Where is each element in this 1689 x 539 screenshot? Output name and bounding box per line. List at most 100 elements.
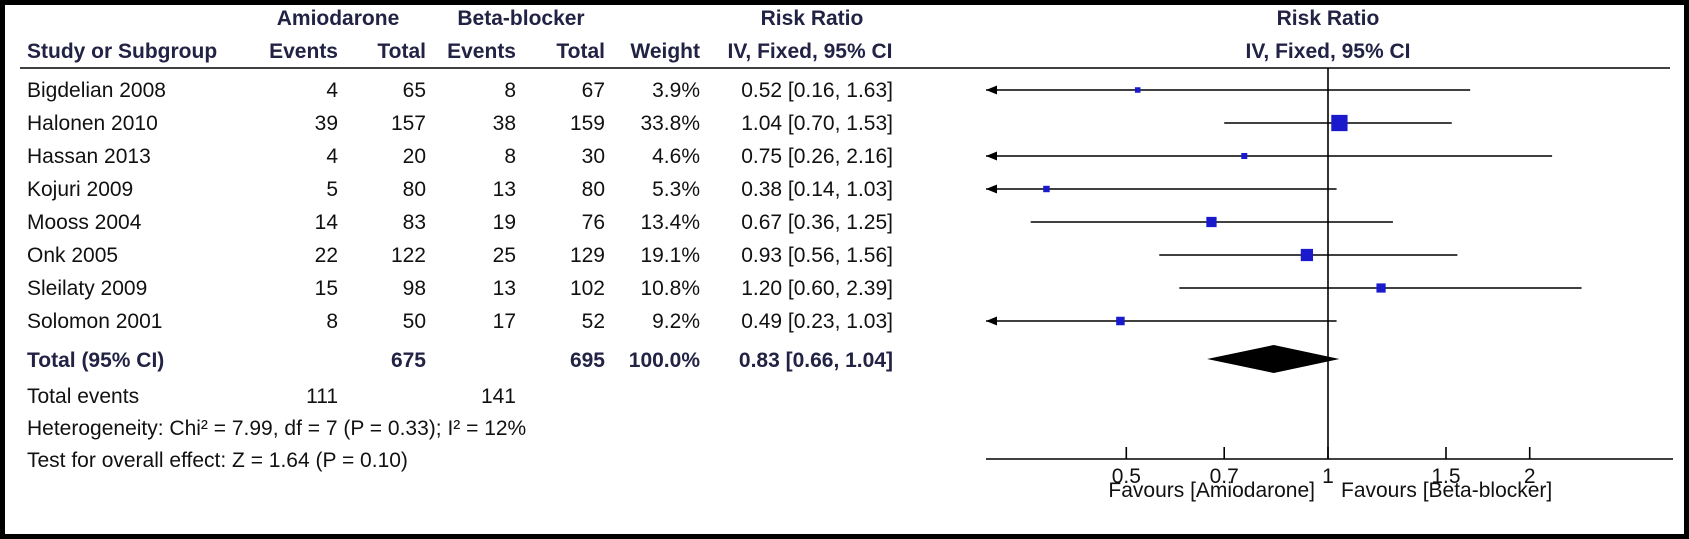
point-estimate-marker — [1206, 216, 1217, 228]
events1-cell: 5 — [326, 178, 338, 201]
ci-text-cell: 0.38 [0.14, 1.03] — [741, 178, 893, 201]
total1-cell: 98 — [403, 277, 426, 300]
favours-left-label: Favours [Amiodarone] — [1108, 479, 1315, 502]
events1-cell: 8 — [326, 310, 338, 333]
events2-cell: 25 — [493, 244, 516, 267]
total-weight: 100.0% — [629, 349, 701, 372]
point-estimate-marker — [1376, 283, 1386, 293]
total2-cell: 102 — [570, 277, 605, 300]
point-estimate-marker — [1134, 87, 1141, 93]
total-events-label: Total events — [27, 385, 139, 408]
plot-area: 0.5 0.7 1 1.5 2 — [986, 68, 1673, 488]
study-name: Solomon 2001 — [27, 310, 162, 333]
x-tick-label: 1 — [1322, 465, 1334, 488]
total1-cell: 122 — [391, 244, 426, 267]
total-ci-text: 0.83 [0.66, 1.04] — [739, 349, 893, 372]
ci-text-cell: 0.52 [0.16, 1.63] — [741, 79, 893, 102]
point-estimate-marker — [1331, 114, 1348, 132]
total2-cell: 129 — [570, 244, 605, 267]
total2-cell: 52 — [582, 310, 605, 333]
events2-header: Events — [447, 40, 516, 63]
weight-cell: 4.6% — [652, 145, 700, 168]
study-name: Mooss 2004 — [27, 211, 142, 234]
favours-right-label: Favours [Beta-blocker] — [1341, 479, 1552, 502]
method-plot-header: IV, Fixed, 95% CI — [1246, 40, 1411, 63]
total1-cell: 83 — [403, 211, 426, 234]
ci-arrow-left — [986, 85, 997, 95]
total-n2: 695 — [570, 349, 605, 372]
total2-cell: 76 — [582, 211, 605, 234]
x-tick-label: 1.5 — [1431, 465, 1460, 488]
total1-cell: 50 — [403, 310, 426, 333]
events2-cell: 38 — [493, 112, 516, 135]
weight-cell: 3.9% — [652, 79, 700, 102]
events2-cell: 8 — [504, 79, 516, 102]
events2-cell: 17 — [493, 310, 516, 333]
point-estimate-marker — [1300, 248, 1314, 262]
events2-cell: 8 — [504, 145, 516, 168]
weight-cell: 33.8% — [640, 112, 700, 135]
weight-header: Weight — [630, 40, 700, 63]
total2-cell: 67 — [582, 79, 605, 102]
group2-header: Beta-blocker — [457, 7, 584, 30]
total-n1: 675 — [391, 349, 426, 372]
point-estimate-marker — [1043, 185, 1050, 193]
ci-arrow-left — [986, 316, 997, 326]
events2-cell: 13 — [493, 178, 516, 201]
weight-cell: 10.8% — [640, 277, 700, 300]
method-text-header: IV, Fixed, 95% CI — [728, 40, 893, 63]
effect-text-header: Risk Ratio — [761, 7, 864, 30]
study-name: Bigdelian 2008 — [27, 79, 166, 102]
total2-cell: 159 — [570, 112, 605, 135]
events1-cell: 15 — [315, 277, 338, 300]
ci-text-cell: 0.67 [0.36, 1.25] — [741, 211, 893, 234]
weight-cell: 19.1% — [640, 244, 700, 267]
total1-cell: 20 — [403, 145, 426, 168]
heterogeneity-text: Heterogeneity: Chi² = 7.99, df = 7 (P = … — [27, 417, 526, 440]
weight-cell: 5.3% — [652, 178, 700, 201]
study-name: Hassan 2013 — [27, 145, 151, 168]
ci-text-cell: 0.93 [0.56, 1.56] — [741, 244, 893, 267]
events1-cell: 14 — [315, 211, 339, 234]
ci-text-cell: 0.75 [0.26, 2.16] — [741, 145, 893, 168]
weight-cell: 9.2% — [652, 310, 700, 333]
events1-cell: 4 — [326, 145, 338, 168]
total-events-e1: 111 — [306, 385, 338, 408]
study-name: Onk 2005 — [27, 244, 118, 267]
ci-text-cell: 1.20 [0.60, 2.39] — [741, 277, 893, 300]
ci-text-cell: 1.04 [0.70, 1.53] — [741, 112, 893, 135]
overall-effect-text: Test for overall effect: Z = 1.64 (P = 0… — [27, 449, 408, 472]
effect-plot-header: Risk Ratio — [1277, 7, 1380, 30]
total-events-e2: 141 — [481, 385, 516, 408]
forest-plot: Amiodarone Beta-blocker Risk Ratio Risk … — [20, 7, 1673, 502]
point-estimate-marker — [1116, 316, 1125, 326]
weight-cell: 13.4% — [640, 211, 700, 234]
total1-cell: 80 — [403, 178, 426, 201]
ci-arrow-left — [986, 151, 997, 161]
total2-header: Total — [556, 40, 605, 63]
total-diamond — [1207, 345, 1340, 373]
events2-cell: 13 — [493, 277, 516, 300]
study-name: Kojuri 2009 — [27, 178, 133, 201]
total-label: Total (95% CI) — [27, 349, 164, 372]
total1-cell: 65 — [403, 79, 426, 102]
events1-header: Events — [269, 40, 338, 63]
study-rows: Bigdelian 2008 4 65 8 67 3.9% 0.52 [0.16, 1.63… — [27, 79, 1582, 333]
ci-text-cell: 0.49 [0.23, 1.03] — [741, 310, 893, 333]
total1-cell: 157 — [391, 112, 426, 135]
x-tick-label: 0.5 — [1112, 465, 1141, 488]
events2-cell: 19 — [493, 211, 516, 234]
events1-cell: 22 — [315, 244, 338, 267]
total2-cell: 80 — [582, 178, 605, 201]
x-tick-label: 0.7 — [1210, 465, 1239, 488]
point-estimate-marker — [1241, 152, 1248, 160]
study-name: Sleilaty 2009 — [27, 277, 147, 300]
events1-cell: 4 — [326, 79, 338, 102]
x-tick-label: 2 — [1524, 465, 1536, 488]
ci-arrow-left — [986, 184, 997, 194]
study-name: Halonen 2010 — [27, 112, 158, 135]
total2-cell: 30 — [582, 145, 605, 168]
events1-cell: 39 — [315, 112, 338, 135]
group1-header: Amiodarone — [277, 7, 400, 30]
